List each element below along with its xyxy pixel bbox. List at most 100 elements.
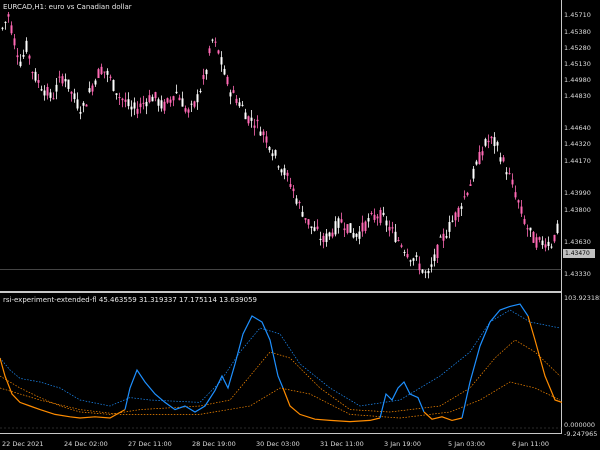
price-label: 1.43800 xyxy=(564,206,591,214)
price-label: 1.45380 xyxy=(564,28,591,36)
rsi-mid-band xyxy=(0,339,561,415)
candle-body xyxy=(139,103,142,108)
candle-body xyxy=(313,227,316,231)
candle-body xyxy=(361,222,364,232)
time-label: 30 Dec 03:00 xyxy=(256,440,300,448)
candle-body xyxy=(187,109,190,113)
candle-body xyxy=(463,196,466,198)
candle-body xyxy=(382,212,385,215)
candle-body xyxy=(103,71,106,73)
candle-body xyxy=(403,251,406,253)
candle-body xyxy=(115,93,118,95)
candle-body xyxy=(133,102,136,109)
candle-body xyxy=(484,139,487,146)
candle-body xyxy=(229,92,232,97)
candle-body xyxy=(91,85,94,92)
candle-body xyxy=(367,218,370,222)
candle-body xyxy=(235,98,238,103)
candle-body xyxy=(454,212,457,221)
candle-body xyxy=(34,71,37,81)
candle-body xyxy=(190,103,193,105)
candle-body xyxy=(67,79,70,89)
candle-body xyxy=(88,88,91,93)
price-label: 1.44320 xyxy=(564,140,591,148)
candle-body xyxy=(445,236,448,238)
candle-body xyxy=(274,150,277,156)
candle-body xyxy=(499,157,502,162)
price-chart[interactable] xyxy=(0,0,562,291)
candle-body xyxy=(544,244,547,248)
candle-body xyxy=(46,86,49,96)
indicator-frame xyxy=(0,292,562,434)
candle-body xyxy=(82,102,85,106)
candle-body xyxy=(304,218,307,220)
candle-body xyxy=(106,70,109,75)
candle-body xyxy=(259,131,262,136)
candle-body xyxy=(148,95,151,103)
candle-body xyxy=(61,76,64,84)
candle-body xyxy=(196,94,199,103)
price-label: 1.43330 xyxy=(564,270,591,278)
time-label: 27 Dec 11:00 xyxy=(128,440,172,448)
candle-body xyxy=(193,101,196,107)
main-chart-frame xyxy=(0,0,562,292)
indicator-min-label: -9.247965 xyxy=(564,430,598,438)
candle-body xyxy=(7,14,10,17)
candle-body xyxy=(427,271,430,274)
price-label: 1.45130 xyxy=(564,60,591,68)
rsi-line-high xyxy=(461,303,529,419)
candle-body xyxy=(523,218,526,224)
candle-body xyxy=(514,192,517,198)
candle-body xyxy=(49,92,52,98)
candle-body xyxy=(535,237,538,248)
candle-body xyxy=(472,168,475,179)
candle-body xyxy=(388,226,391,231)
candle-body xyxy=(250,117,253,121)
candle-body xyxy=(70,91,73,94)
candle-body xyxy=(73,93,76,100)
rsi-line-high xyxy=(124,315,284,413)
time-label: 5 Jan 03:00 xyxy=(448,440,486,448)
candle-body xyxy=(298,201,301,204)
price-label: 1.45280 xyxy=(564,44,591,52)
candle-body xyxy=(370,212,373,215)
candle-body xyxy=(265,136,268,143)
candle-body xyxy=(208,48,211,54)
candle-body xyxy=(289,184,292,187)
candle-body xyxy=(421,269,424,273)
candle-body xyxy=(124,99,127,102)
candle-body xyxy=(352,232,355,238)
candle-body xyxy=(247,116,250,124)
candle-body xyxy=(241,104,244,106)
candle-body xyxy=(109,76,112,78)
candle-body xyxy=(118,96,121,98)
candle-body xyxy=(163,101,166,111)
candle-body xyxy=(121,98,124,101)
candle-body xyxy=(379,210,382,223)
candle-body xyxy=(508,173,511,175)
candle-body xyxy=(202,75,205,80)
candle-body xyxy=(340,219,343,223)
rsi-line-low xyxy=(282,387,381,423)
candle-body xyxy=(1,27,4,29)
candle-body xyxy=(16,55,19,58)
candle-body xyxy=(31,72,34,74)
candle-body xyxy=(457,207,460,217)
candle-body xyxy=(373,214,376,220)
candle-body xyxy=(256,119,259,122)
candle-body xyxy=(175,91,178,94)
candle-body xyxy=(100,66,103,75)
candle-body xyxy=(43,90,46,96)
candle-body xyxy=(307,219,310,225)
candle-body xyxy=(385,220,388,226)
candle-body xyxy=(466,192,469,196)
candle-body xyxy=(397,239,400,241)
indicator-zero-label: 0.000000 xyxy=(564,421,596,429)
price-label: 1.45710 xyxy=(564,11,591,19)
candle-body xyxy=(94,80,97,85)
candle-body xyxy=(460,206,463,209)
candle-body xyxy=(442,233,445,241)
indicator-chart[interactable] xyxy=(0,292,562,433)
candle-body xyxy=(142,102,145,104)
